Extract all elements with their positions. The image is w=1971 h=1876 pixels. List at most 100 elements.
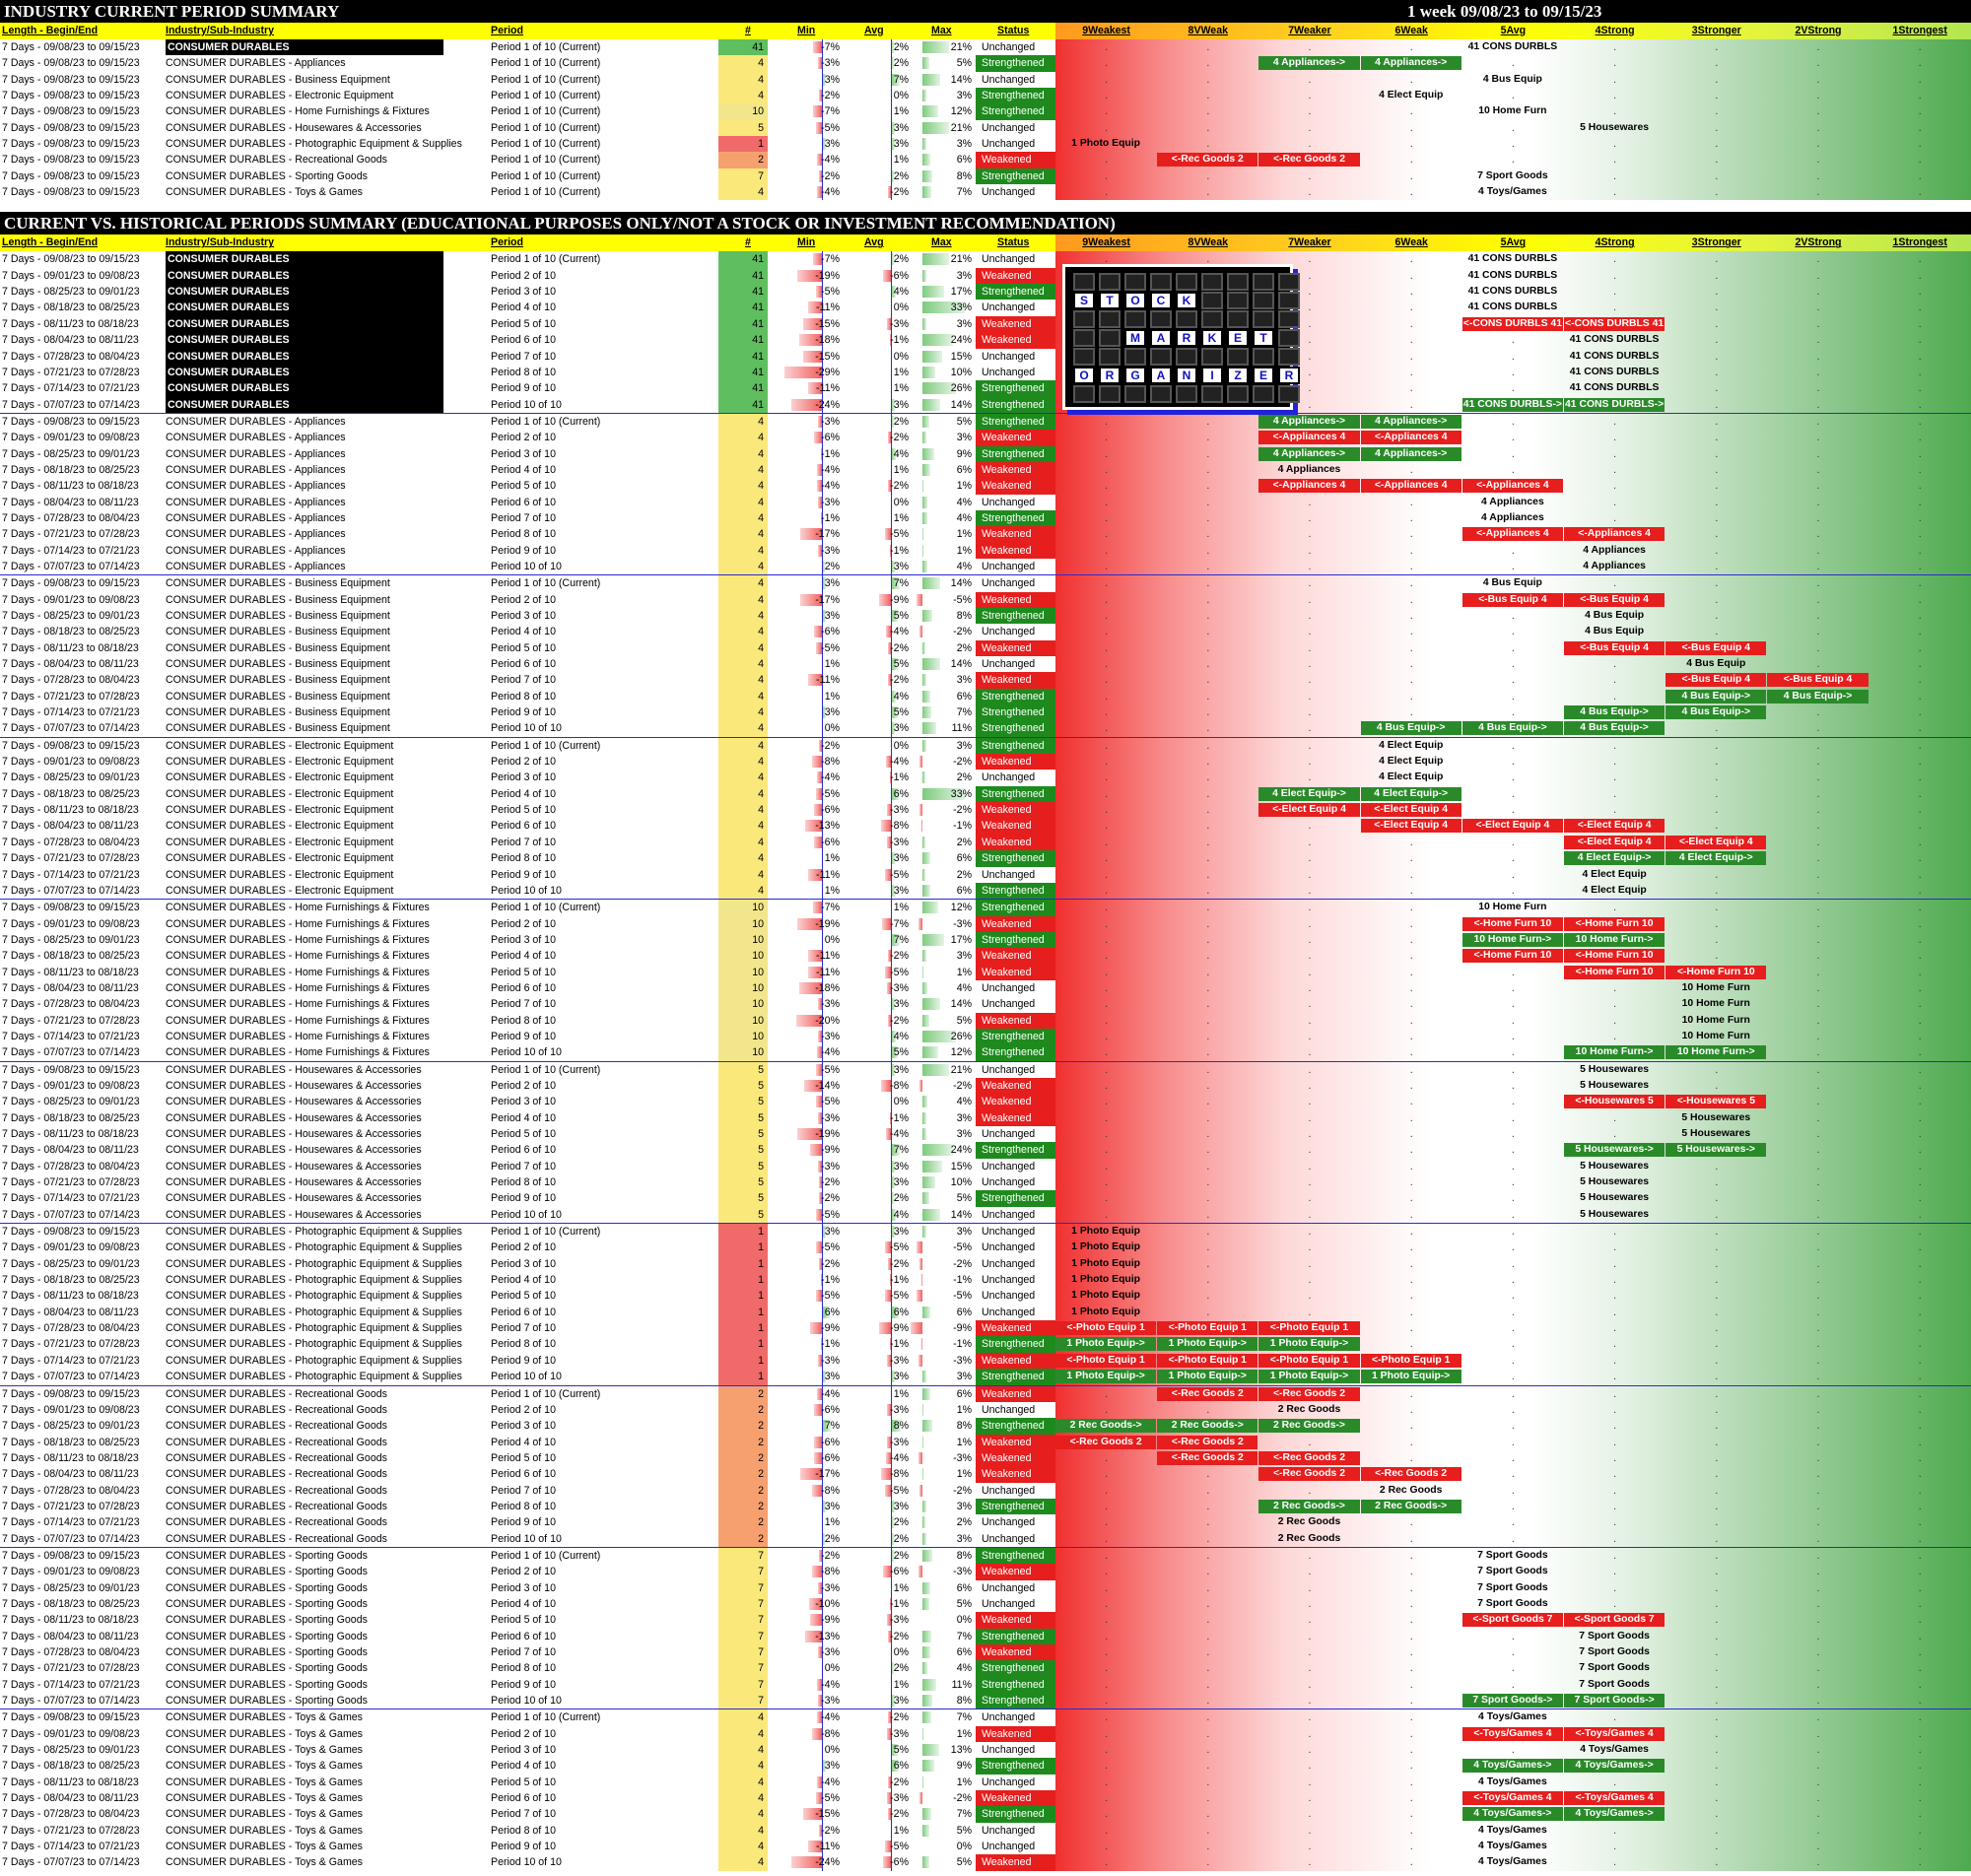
length-cell: 7 Days - 07/28/23 to 08/04/23 <box>2 511 140 524</box>
logo-tile <box>1124 310 1146 328</box>
history-header-row: Length - Begin/End Industry/Sub-Industry P… <box>0 234 1971 252</box>
value-text: -3% <box>890 1436 909 1448</box>
level-tag: <-Rec Goods 2 <box>1157 1450 1258 1465</box>
status-cell: Unchanged <box>982 1824 1036 1837</box>
logo-tile <box>1073 385 1095 403</box>
empty-level-dot: . <box>1511 1257 1515 1270</box>
strength-zone: ........ 10 Home Furn <box>1055 1028 1971 1045</box>
value-text: -4% <box>821 480 840 493</box>
empty-level-dot: . <box>1613 1856 1617 1869</box>
empty-level-dot: . <box>1308 302 1312 314</box>
empty-level-dot: . <box>1206 1128 1210 1140</box>
empty-level-dot: . <box>1409 1111 1413 1124</box>
empty-level-dot: . <box>1816 836 1820 848</box>
strength-zone: ....... <-Bus Equip 4 <-Bus Equip 4 <box>1055 672 1971 689</box>
length-cell: 7 Days - 09/08/23 to 09/15/23 <box>2 57 140 70</box>
empty-level-dot: . <box>1613 771 1617 784</box>
empty-level-dot: . <box>1308 186 1312 199</box>
empty-level-dot: . <box>1206 560 1210 572</box>
period-cell: Period 1 of 10 (Current) <box>491 1711 601 1724</box>
value-bar <box>922 1532 926 1545</box>
status-cell: Weakened <box>976 1077 1055 1095</box>
empty-level-dot: . <box>1816 1387 1820 1400</box>
value-bar <box>922 334 954 347</box>
table-row: 7 Days - 08/18/23 to 08/25/23 CONSUMER DU… <box>0 785 1971 803</box>
logo-row <box>1073 310 1300 328</box>
summary-title: INDUSTRY CURRENT PERIOD SUMMARY <box>4 2 340 21</box>
empty-level-dot: . <box>1308 1046 1312 1059</box>
empty-level-dot: . <box>1409 1856 1413 1869</box>
value-text: 3% <box>956 1128 972 1140</box>
status-cell: Strengthened <box>976 720 1055 737</box>
strength-zone: ........7 Sport Goods <box>1055 1595 1971 1613</box>
empty-level-dot: . <box>1308 1226 1312 1239</box>
min-cell: 2% <box>773 1530 842 1547</box>
value-text: 1% <box>893 511 909 524</box>
value-text: 2% <box>893 253 909 266</box>
value-text: -3% <box>890 1614 909 1627</box>
value-text: -3% <box>890 317 909 330</box>
empty-level-dot: . <box>1409 1306 1413 1318</box>
empty-level-dot: . <box>1715 933 1719 946</box>
empty-level-dot: . <box>1613 1354 1617 1367</box>
empty-level-dot: . <box>1206 626 1210 638</box>
empty-level-dot: . <box>1105 1176 1109 1189</box>
table-row: 7 Days - 07/14/23 to 07/21/23 CONSUMER DU… <box>0 1190 1971 1207</box>
min-cell: -29% <box>773 364 842 381</box>
avg-cell: -6% <box>842 1854 911 1871</box>
empty-level-dot: . <box>1613 1516 1617 1529</box>
industry-cell: CONSUMER DURABLES - Appliances <box>166 432 346 444</box>
period-cell: Period 8 of 10 <box>491 690 556 703</box>
empty-level-dot: . <box>1715 138 1719 151</box>
value-bar <box>922 722 937 735</box>
value-text: 5% <box>893 706 909 719</box>
empty-level-dot: . <box>1105 1824 1109 1837</box>
table-row: 7 Days - 07/21/23 to 07/28/23 CONSUMER DU… <box>0 1174 1971 1191</box>
empty-level-dot: . <box>1715 868 1719 881</box>
empty-level-dot: . <box>1918 1776 1922 1788</box>
value-bar <box>891 1695 895 1708</box>
level-tag: 4 Bus Equip <box>1482 73 1542 85</box>
value-bar <box>922 787 965 800</box>
empty-level-dot: . <box>1715 1322 1719 1335</box>
avg-cell: -8% <box>842 818 911 835</box>
logo-tile <box>1201 292 1223 309</box>
value-bar <box>822 706 826 719</box>
level-tag: <-Bus Equip 4 <box>1564 640 1665 655</box>
value-text: 3% <box>956 739 972 752</box>
value-bar <box>891 1176 895 1189</box>
strength-zone: ........4 Bus Equip <box>1055 624 1971 640</box>
count-cell: 4 <box>718 55 768 72</box>
empty-level-dot: . <box>1105 1160 1109 1172</box>
max-cell: 3% <box>911 430 974 445</box>
status-cell: Unchanged <box>982 1063 1036 1076</box>
empty-level-dot: . <box>1105 1208 1109 1221</box>
status-cell: Weakened <box>976 267 1055 285</box>
length-cell: 7 Days - 08/25/23 to 09/01/23 <box>2 447 140 460</box>
period-cell: Period 4 of 10 <box>491 787 556 800</box>
empty-level-dot: . <box>1409 610 1413 622</box>
level-tag: <-Bus Equip 4 <box>1461 592 1563 607</box>
empty-level-dot: . <box>1511 415 1515 428</box>
value-text: 7% <box>893 933 909 946</box>
empty-level-dot: . <box>1511 1274 1515 1287</box>
table-row: 7 Days - 07/28/23 to 08/04/23 CONSUMER DU… <box>0 672 1971 689</box>
status-cell: Strengthened <box>976 1190 1055 1207</box>
value-text: 9% <box>956 447 972 460</box>
value-text: 21% <box>950 1063 972 1076</box>
logo-tile: S <box>1073 292 1095 309</box>
empty-level-dot: . <box>1105 690 1109 703</box>
strength-zone: ........7 Sport Goods <box>1055 1628 1971 1644</box>
value-text: -3% <box>890 981 909 994</box>
avg-cell: 3% <box>842 1693 911 1709</box>
value-text: -2% <box>821 1257 840 1270</box>
table-row: 7 Days - 09/08/23 to 09/15/23 CONSUMER DU… <box>0 168 1971 185</box>
empty-level-dot: . <box>1206 804 1210 817</box>
value-bar <box>815 121 822 134</box>
industry-cell: CONSUMER DURABLES <box>166 396 443 413</box>
max-cell: 1% <box>911 1435 974 1450</box>
industry-cell: CONSUMER DURABLES - Sporting Goods <box>166 1630 368 1642</box>
value-text: -6% <box>890 1566 909 1578</box>
max-cell: 4% <box>911 495 974 510</box>
status-cell: Strengthened <box>976 1336 1055 1353</box>
